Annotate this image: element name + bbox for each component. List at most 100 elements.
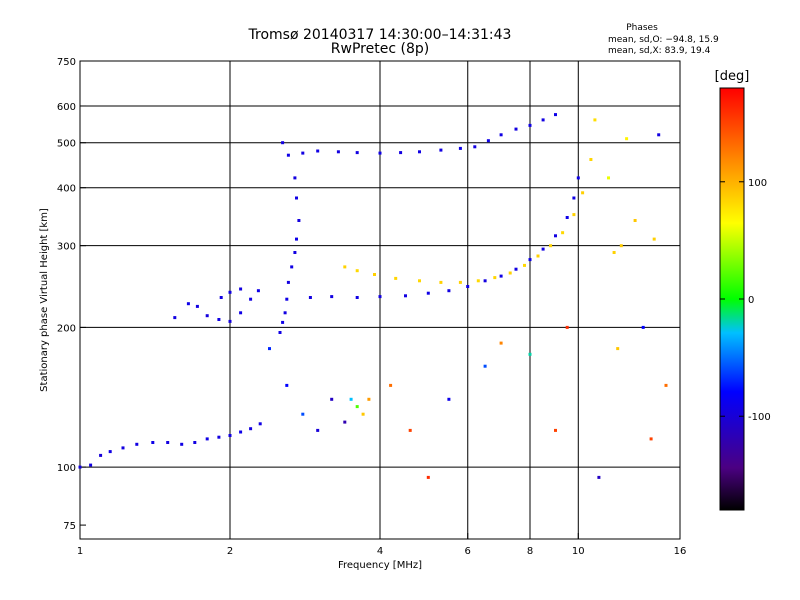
data-point-7-10 bbox=[616, 347, 620, 351]
colorbar-tick-label: 0 bbox=[748, 295, 754, 306]
data-point-6-3 bbox=[316, 428, 320, 432]
data-point-7-11 bbox=[641, 325, 645, 329]
data-point-5-0 bbox=[343, 265, 347, 269]
data-point-2-11 bbox=[281, 320, 285, 324]
data-point-1-9 bbox=[219, 296, 223, 299]
data-point-5-1 bbox=[355, 269, 359, 273]
data-point-3-7 bbox=[439, 148, 443, 152]
data-point-1-5 bbox=[228, 319, 232, 323]
data-point-6-8 bbox=[361, 412, 365, 416]
data-point-2-2 bbox=[293, 176, 297, 180]
phases-o-stats: mean, sd,O: −94.8, 15.9 bbox=[608, 35, 719, 45]
data-point-1-3 bbox=[205, 314, 209, 318]
x-axis-label: Frequency [MHz] bbox=[338, 560, 422, 571]
data-point-3-3 bbox=[355, 151, 359, 155]
data-point-1-7 bbox=[249, 297, 253, 301]
data-point-4-16 bbox=[576, 176, 580, 180]
y-tick-label: 300 bbox=[57, 242, 76, 253]
data-point-0-5 bbox=[135, 442, 139, 446]
data-point-4-7 bbox=[466, 285, 470, 288]
data-point-2-9 bbox=[285, 297, 289, 301]
data-point-2-4 bbox=[297, 219, 301, 222]
data-point-5-9 bbox=[508, 271, 512, 275]
data-point-0-9 bbox=[193, 441, 197, 444]
data-point-2-3 bbox=[295, 196, 298, 200]
data-point-2-12 bbox=[278, 331, 282, 334]
x-tick-label: 16 bbox=[674, 546, 687, 557]
data-point-2-1 bbox=[286, 153, 290, 157]
data-point-5-8 bbox=[493, 276, 497, 280]
data-point-4-0 bbox=[308, 296, 312, 299]
data-point-5-6 bbox=[458, 280, 462, 284]
data-point-7-20 bbox=[664, 383, 668, 387]
data-point-1-4 bbox=[217, 318, 221, 321]
data-point-3-5 bbox=[399, 151, 403, 155]
data-point-7-15 bbox=[607, 176, 610, 180]
data-point-0-8 bbox=[180, 442, 184, 446]
data-point-2-7 bbox=[290, 265, 294, 269]
data-point-7-6 bbox=[528, 352, 532, 356]
x-tick-label: 8 bbox=[527, 546, 533, 557]
colorbar-tick-label: -100 bbox=[748, 412, 771, 423]
data-point-0-14 bbox=[249, 427, 253, 431]
data-points bbox=[78, 113, 668, 479]
data-point-6-7 bbox=[355, 405, 359, 409]
y-axis-ticks: 75 100 200 300 400 500 600 750 bbox=[57, 57, 86, 532]
data-point-5-12 bbox=[549, 244, 553, 248]
data-point-5-13 bbox=[561, 231, 565, 235]
data-point-7-8 bbox=[565, 325, 569, 329]
data-point-0-13 bbox=[239, 430, 243, 434]
data-point-0-1 bbox=[89, 463, 93, 467]
data-point-7-13 bbox=[657, 133, 661, 137]
data-point-6-0 bbox=[268, 347, 271, 351]
data-point-0-0 bbox=[78, 465, 82, 469]
y-tick-label: 400 bbox=[57, 184, 76, 195]
data-point-4-5 bbox=[426, 291, 430, 295]
data-point-7-5 bbox=[499, 341, 503, 345]
data-point-7-1 bbox=[408, 428, 412, 432]
data-point-5-4 bbox=[418, 279, 421, 283]
x-tick-label: 10 bbox=[572, 546, 585, 557]
data-point-6-6 bbox=[349, 397, 353, 401]
chart-subtitle: RwPretec (8p) bbox=[331, 41, 429, 57]
data-point-3-11 bbox=[499, 133, 503, 137]
data-point-7-14 bbox=[625, 137, 629, 141]
data-point-3-14 bbox=[541, 118, 545, 122]
data-point-4-10 bbox=[514, 267, 518, 271]
data-point-6-1 bbox=[285, 383, 289, 387]
data-point-3-10 bbox=[486, 139, 490, 143]
colorbar-ticks: 100 0 -100 bbox=[720, 178, 771, 423]
data-point-1-0 bbox=[173, 316, 177, 320]
data-point-3-6 bbox=[418, 150, 421, 154]
x-tick-label: 2 bbox=[227, 546, 233, 557]
x-tick-label: 1 bbox=[77, 546, 83, 557]
y-tick-label: 75 bbox=[63, 521, 76, 532]
data-point-2-0 bbox=[281, 141, 285, 145]
data-point-4-12 bbox=[541, 247, 545, 251]
data-point-7-18 bbox=[633, 219, 637, 222]
data-point-5-7 bbox=[476, 279, 480, 283]
data-point-3-12 bbox=[514, 127, 518, 131]
y-tick-label: 100 bbox=[57, 463, 76, 474]
x-tick-label: 4 bbox=[377, 546, 383, 557]
data-point-4-3 bbox=[378, 295, 382, 299]
data-point-3-1 bbox=[316, 149, 320, 153]
data-point-2-6 bbox=[293, 251, 297, 254]
colorbar-tick-label: 100 bbox=[748, 178, 767, 189]
data-point-1-1 bbox=[186, 302, 190, 306]
data-point-1-10 bbox=[228, 290, 232, 294]
data-point-4-4 bbox=[404, 294, 407, 298]
data-point-4-15 bbox=[572, 196, 576, 200]
data-point-5-17 bbox=[593, 118, 597, 122]
y-tick-label: 750 bbox=[57, 57, 76, 68]
data-point-5-14 bbox=[572, 213, 576, 217]
data-point-7-3 bbox=[447, 397, 451, 401]
data-point-0-12 bbox=[228, 434, 232, 437]
data-point-6-4 bbox=[330, 397, 334, 401]
data-point-5-11 bbox=[536, 254, 540, 258]
data-point-0-6 bbox=[151, 441, 155, 444]
chart-title: Tromsø 20140317 14:30:00–14:31:43 bbox=[248, 27, 512, 43]
y-tick-label: 500 bbox=[57, 139, 76, 150]
data-point-7-7 bbox=[554, 428, 557, 432]
data-point-0-3 bbox=[108, 450, 112, 454]
